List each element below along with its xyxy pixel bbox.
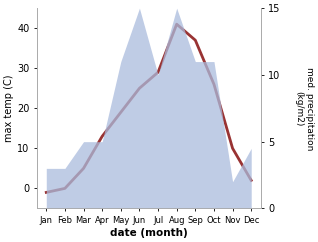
Y-axis label: med. precipitation
(kg/m2): med. precipitation (kg/m2)	[294, 67, 314, 150]
X-axis label: date (month): date (month)	[110, 228, 188, 238]
Y-axis label: max temp (C): max temp (C)	[4, 75, 14, 142]
